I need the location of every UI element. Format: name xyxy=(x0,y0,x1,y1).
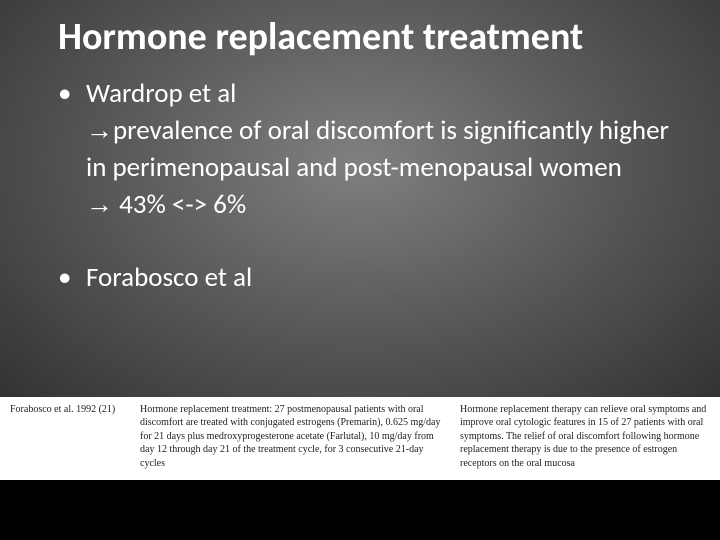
citation-strip: Forabosco et al. 1992 (21) Hormone repla… xyxy=(0,397,720,481)
citation-col-result: Hormone replacement therapy can relieve … xyxy=(460,403,710,471)
bullet-list: Wardrop et al →prevalence of oral discom… xyxy=(40,76,680,296)
slide: Hormone replacement treatment Wardrop et… xyxy=(0,0,720,540)
citation-col-method: Hormone replacement treatment: 27 postme… xyxy=(140,403,460,471)
bullet1-lead: Wardrop et al xyxy=(86,77,236,110)
bullet1-line1-text: prevalence of oral discomfort is signifi… xyxy=(86,114,669,183)
bullet2-lead: Forabosco et al xyxy=(86,261,252,294)
bullet1-line2-text: 43% <-> 6% xyxy=(113,188,246,221)
arrow-icon: → xyxy=(86,189,113,219)
slide-title: Hormone replacement treatment xyxy=(58,18,680,58)
arrow-icon: → xyxy=(86,115,113,145)
bottom-bar xyxy=(0,480,720,540)
bullet1-line2: → 43% <-> 6% xyxy=(86,186,680,223)
bullet-wardrop: Wardrop et al →prevalence of oral discom… xyxy=(58,76,680,224)
bullet1-line1: →prevalence of oral discomfort is signif… xyxy=(86,112,680,186)
bullet-forabosco: Forabosco et al xyxy=(58,260,680,296)
citation-col-ref: Forabosco et al. 1992 (21) xyxy=(10,403,140,471)
